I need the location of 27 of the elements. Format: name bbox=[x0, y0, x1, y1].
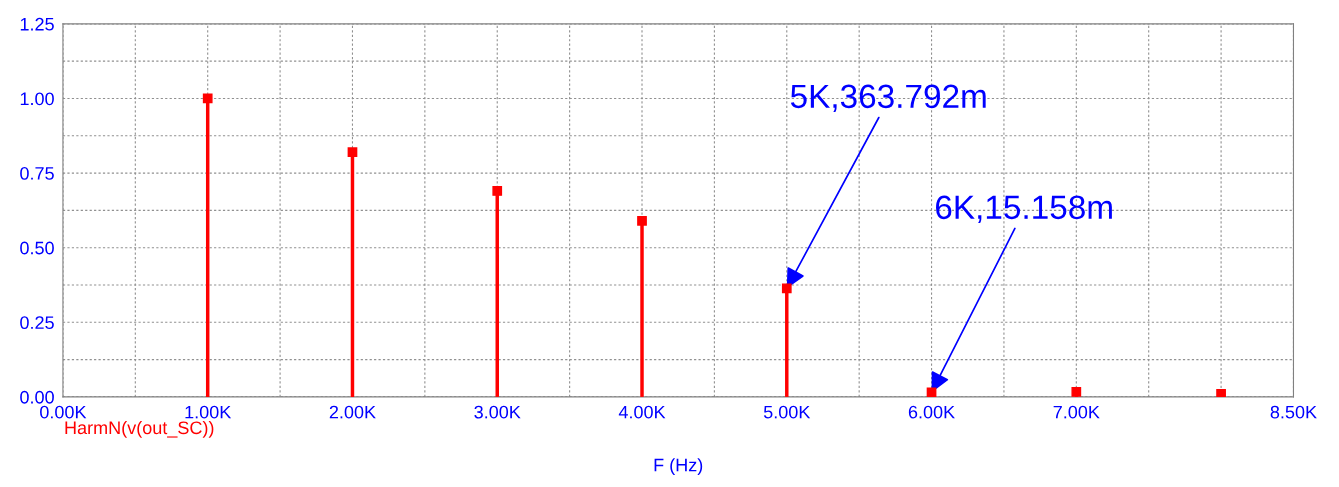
point bbox=[1071, 386, 1082, 397]
point bbox=[1216, 389, 1226, 397]
x-tick-label: 5.00K bbox=[763, 405, 811, 419]
point bbox=[781, 283, 792, 294]
x-tick-label: 3.00K bbox=[474, 405, 521, 419]
point bbox=[347, 147, 358, 158]
x-tick-label: 7.00K bbox=[1053, 405, 1100, 419]
x-tick-label: 4.00K bbox=[618, 405, 666, 419]
point bbox=[926, 387, 937, 397]
y-tick-label: 1.00 bbox=[20, 92, 54, 106]
x-tick-label: 0.00K bbox=[40, 405, 87, 419]
annotation: 5K,363.792m bbox=[790, 84, 986, 113]
point bbox=[637, 215, 647, 226]
y-tick-label: 0.75 bbox=[20, 167, 54, 180]
x-tick-label: 6.00K bbox=[908, 405, 955, 419]
y-tick-label: 0.25 bbox=[20, 316, 54, 330]
y-tick-label: 0.00 bbox=[20, 390, 54, 404]
y-tick-label: 1.25 bbox=[20, 17, 54, 31]
x-axis-title: F (Hz) bbox=[654, 458, 703, 475]
annotation: 6K,15.158m bbox=[936, 195, 1112, 224]
x-tick-label: 2.00K bbox=[329, 405, 376, 419]
point bbox=[492, 186, 503, 196]
text: HarmN(v(out_SC)) bbox=[65, 420, 214, 438]
x-tick-label: 8.50K bbox=[1270, 405, 1317, 419]
y-tick-label: 0.50 bbox=[20, 241, 54, 255]
point bbox=[202, 93, 213, 104]
x-tick-label: 1.00K bbox=[185, 405, 232, 419]
